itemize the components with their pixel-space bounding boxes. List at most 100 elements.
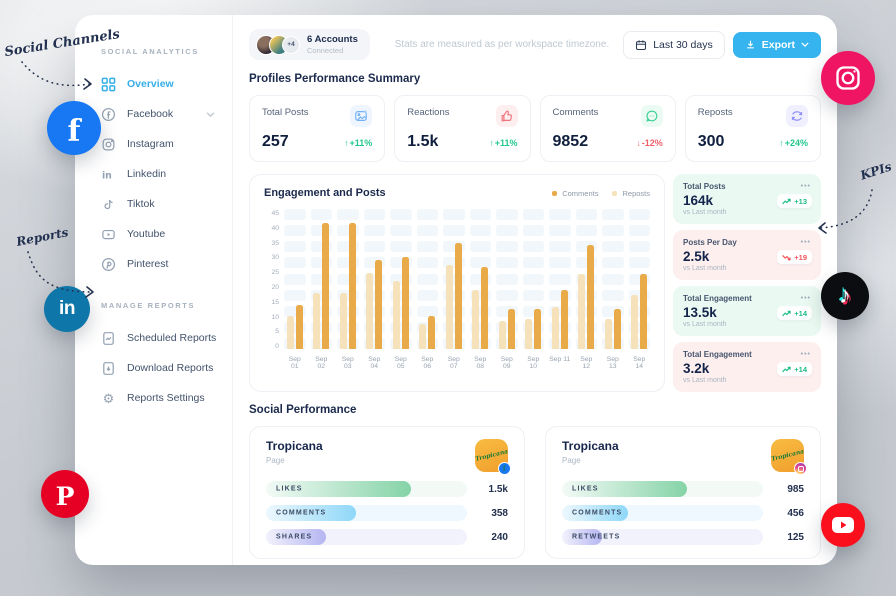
y-tick-label: 0 [275,343,279,351]
connected-accounts-chip[interactable]: +4 6 Accounts Connected [249,29,370,60]
metric-value: 358 [491,507,508,519]
sidebar-item-download-reports[interactable]: Download Reports [101,353,218,383]
legend-item-reposts: Reposts [612,189,650,198]
page-subtitle: Page [562,456,581,465]
bar-comments [560,289,568,349]
x-tick-label: Sep 03 [341,356,354,370]
gear-icon: ⚙ [102,390,115,406]
thumbs-up-icon [495,105,518,127]
sidebar-item-overview[interactable]: Overview [101,69,218,99]
metric-label: RETWEETS [572,533,621,541]
stat-label: Reactions [407,107,450,118]
document-chart-icon [103,331,114,345]
sidebar-item-pinterest[interactable]: Pinterest [101,249,218,279]
image-icon [350,105,373,127]
x-tick-label: Sep 05 [394,356,407,370]
y-tick-label: 45 [271,210,279,217]
sidebar-item-tiktok[interactable]: Tiktok [101,189,218,219]
kpi-compare: vs Last month [683,209,727,216]
stat-value: 1.5k [407,133,439,150]
chart-x-axis: Sep 01 Sep 02 Sep 03 Sep 04 Sep 05 Sep 06 Sep … [284,356,650,370]
sidebar-item-label: Youtube [127,228,166,240]
bar-comments [375,260,383,349]
bar-comments [534,308,542,349]
chevron-down-icon [206,111,215,117]
download-icon [746,40,754,49]
up-arrow-icon: ↑ [489,138,494,148]
y-tick-label: 5 [275,328,279,336]
metric-shares: SHARES 240 [266,529,508,545]
chart-column [443,209,465,349]
x-tick-label: Sep 01 [288,356,301,370]
sidebar-item-label: Instagram [127,138,174,150]
sidebar-item-label: Tiktok [127,198,155,210]
stat-label: Total Posts [262,107,309,118]
kpi-compare: vs Last month [683,377,727,384]
sidebar-item-reports-settings[interactable]: ⚙ Reports Settings [101,383,218,413]
sidebar-item-facebook[interactable]: Facebook [101,99,218,129]
bar-comments [613,308,621,349]
facebook-badge-icon: f [498,462,511,475]
date-range-button[interactable]: Last 30 days [623,30,725,59]
topbar: +4 6 Accounts Connected Stats are measur… [249,29,821,60]
kpi-label: Total Engagement [683,294,752,303]
kpi-card-posts-per-day: Posts Per Day ••• 2.5k vs Last month +19 [673,230,821,280]
trend-down-icon [782,254,791,260]
sidebar-section-analytics: SOCIAL ANALYTICS [101,47,199,56]
sidebar-item-youtube[interactable]: Youtube [101,219,218,249]
page-avatar: Tropicana f [474,439,511,475]
metric-label: SHARES [276,533,313,541]
more-options-icon[interactable]: ••• [800,183,811,190]
bar-reposts [286,316,294,349]
metric-value: 985 [787,483,804,495]
bar-reposts [445,265,453,349]
social-performance-heading: Social Performance [249,404,357,416]
trend-badge: +19 [777,250,812,265]
chart-column [496,209,518,349]
sidebar-item-linkedin[interactable]: in Linkedin [101,159,218,189]
stat-value: 9852 [552,133,589,150]
tiktok-icon [104,199,113,209]
page-subtitle: Page [266,456,285,465]
legend-dot [552,190,558,196]
chart-column [628,209,650,349]
metric-fill [562,481,687,497]
youtube-float-icon [821,503,865,547]
bar-reposts [551,307,559,349]
page-title: Tropicana [562,439,619,453]
chart-column [602,209,624,349]
x-tick-label: Sep 02 [315,356,328,370]
chart-column [284,209,306,349]
stat-label: Reposts [697,107,733,118]
chart-column [416,209,438,349]
social-performance-cards: Tropicana Page Tropicana f LIKES [249,426,821,559]
bar-reposts [525,319,533,349]
more-options-icon[interactable]: ••• [800,351,811,358]
kpi-label: Posts Per Day [683,238,737,247]
metric-track: SHARES [266,529,467,545]
export-label: Export [761,38,795,51]
more-options-icon[interactable]: ••• [800,295,811,302]
metric-value: 1.5k [488,483,508,495]
more-options-icon[interactable]: ••• [800,239,811,246]
chart-column [575,209,597,349]
kpi-value: 13.5k [683,305,717,320]
export-button[interactable]: Export [732,31,821,58]
main-content: +4 6 Accounts Connected Stats are measur… [233,15,837,565]
svg-text:in: in [102,170,112,181]
pinterest-float-icon: P [41,470,89,518]
metric-likes: LIKES 1.5k [266,481,508,497]
page-avatar: Tropicana [770,439,807,475]
sidebar-item-instagram[interactable]: Instagram [101,129,218,159]
metric-fill [266,529,327,545]
chart-column [363,209,385,349]
kpi-label: Total Posts [683,182,726,191]
chart-column [549,209,571,349]
stat-card-total-posts: Total Posts 257 ↑+11% [249,95,386,162]
sidebar-item-scheduled-reports[interactable]: Scheduled Reports [101,323,218,353]
x-tick-label: Sep 12 [580,356,593,370]
x-tick-label: Sep 08 [474,356,487,370]
down-arrow-icon: ↓ [636,138,641,148]
stat-card-reactions: Reactions 1.5k ↑+11% [394,95,531,162]
chart-column [310,209,332,349]
